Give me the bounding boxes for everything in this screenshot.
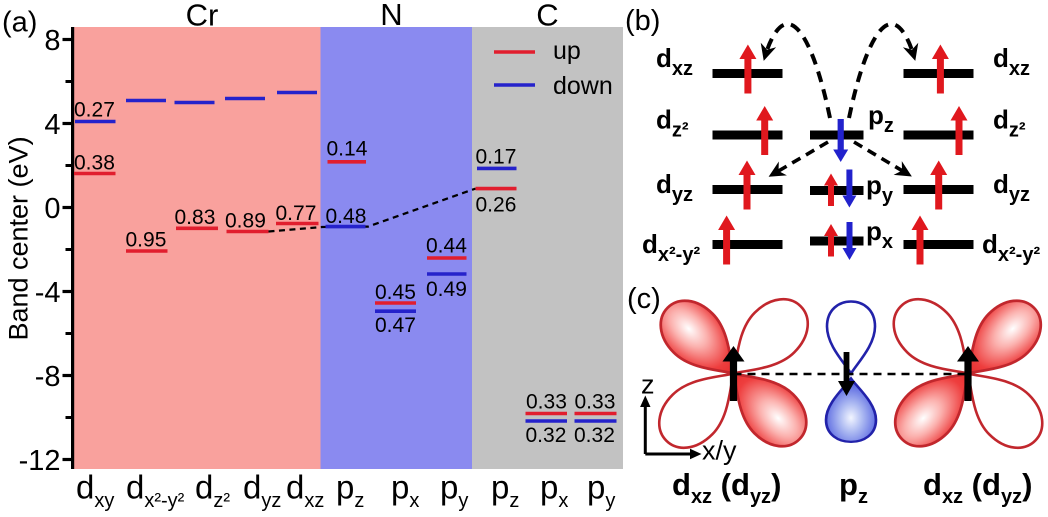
svg-text:dxz (dyz): dxz (dyz) — [672, 467, 781, 508]
svg-text:x/y: x/y — [702, 436, 737, 466]
svg-text:0.33: 0.33 — [526, 391, 567, 414]
svg-text:(a): (a) — [2, 7, 37, 39]
svg-text:0.48: 0.48 — [326, 205, 367, 228]
svg-text:0.32: 0.32 — [574, 424, 615, 447]
svg-text:Band center (eV): Band center (eV) — [4, 136, 34, 340]
svg-text:0.77: 0.77 — [276, 202, 317, 225]
svg-text:up: up — [553, 37, 581, 65]
svg-text:0.45: 0.45 — [375, 281, 416, 304]
svg-text:0: 0 — [44, 193, 60, 225]
svg-text:0.14: 0.14 — [327, 138, 368, 161]
svg-text:0.33: 0.33 — [575, 391, 616, 414]
svg-text:N: N — [380, 0, 402, 32]
svg-text:0.27: 0.27 — [74, 99, 115, 122]
svg-text:0.38: 0.38 — [74, 152, 115, 175]
svg-text:dxz (dyz): dxz (dyz) — [923, 467, 1032, 508]
svg-text:-8: -8 — [35, 361, 61, 393]
svg-text:0.32: 0.32 — [526, 424, 567, 447]
svg-text:Cr: Cr — [186, 0, 219, 33]
svg-text:-12: -12 — [19, 445, 61, 477]
svg-text:8: 8 — [44, 25, 60, 57]
svg-text:0.17: 0.17 — [476, 146, 517, 169]
svg-text:0.89: 0.89 — [225, 210, 266, 233]
svg-text:0.26: 0.26 — [476, 194, 517, 217]
svg-text:(b): (b) — [625, 5, 660, 37]
svg-text:0.47: 0.47 — [375, 314, 416, 337]
svg-text:(c): (c) — [627, 283, 661, 315]
svg-text:C: C — [536, 0, 558, 33]
svg-text:4: 4 — [44, 109, 60, 141]
svg-text:-4: -4 — [35, 277, 61, 309]
svg-text:0.95: 0.95 — [126, 229, 167, 252]
svg-text:0.49: 0.49 — [426, 278, 467, 301]
svg-text:down: down — [553, 72, 613, 100]
svg-text:0.83: 0.83 — [175, 206, 216, 229]
svg-text:0.44: 0.44 — [426, 235, 467, 258]
svg-text:z: z — [641, 370, 655, 400]
